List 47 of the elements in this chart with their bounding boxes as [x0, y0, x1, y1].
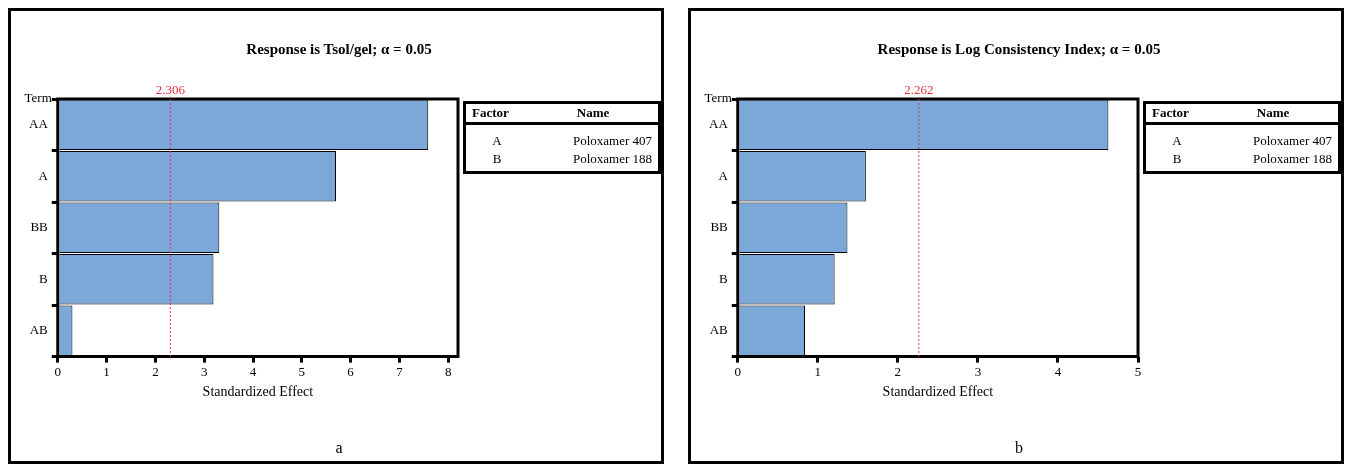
y-tick-label: BB [710, 219, 729, 235]
text: B [491, 150, 503, 168]
text: Name [1255, 104, 1291, 122]
text: Name [575, 104, 611, 122]
x-tick-label: 7 [396, 363, 404, 379]
ref-line-label: 2.262 [904, 81, 934, 97]
x-axis-title: Standardized Effect [882, 384, 994, 400]
x-tick-label: 4 [1054, 363, 1062, 379]
y-tick-label: AB [709, 322, 729, 338]
text: Poloxamer 407 [1251, 132, 1333, 150]
text: A [1171, 132, 1183, 150]
x-tick-label: 0 [54, 363, 62, 379]
x-tick-label: 4 [249, 363, 257, 379]
chart-title: Response is Tsol/gel; α = 0.05 [245, 41, 433, 58]
x-tick-label: 3 [200, 363, 208, 379]
y-tick-label: B [719, 270, 729, 286]
x-tick-label: 6 [347, 363, 355, 379]
x-tick-label: 8 [444, 363, 452, 379]
y-axis-title: Term [24, 89, 52, 105]
text: Poloxamer 407 [571, 132, 653, 150]
x-tick-label: 2 [152, 363, 159, 379]
chart-title: Response is Log Consistency Index; α = 0.05 [876, 41, 1162, 58]
x-tick-label: 5 [1134, 363, 1142, 379]
text: Factor [471, 104, 510, 122]
text: A [491, 132, 503, 150]
x-tick-label: 0 [734, 363, 742, 379]
y-tick-label: AA [709, 116, 729, 132]
y-tick-label: AA [29, 116, 49, 132]
text: Poloxamer 188 [571, 150, 653, 168]
text: b [1014, 439, 1024, 457]
x-tick-label: 5 [298, 363, 306, 379]
y-tick-label: B [39, 270, 49, 286]
text: B [1171, 150, 1183, 168]
x-tick-label: 1 [814, 363, 822, 379]
text: Factor [1151, 104, 1190, 122]
x-tick-label: 1 [103, 363, 110, 379]
text: a [334, 439, 344, 457]
x-axis-title: Standardized Effect [202, 384, 314, 400]
y-tick-label: AB [29, 322, 49, 338]
text: Poloxamer 188 [1251, 150, 1333, 168]
y-tick-label: BB [30, 219, 49, 235]
y-tick-label: A [38, 167, 49, 183]
y-axis-title: Term [704, 89, 732, 105]
x-tick-label: 3 [974, 363, 982, 379]
ref-line-label: 2.306 [155, 81, 186, 97]
x-tick-label: 2 [894, 363, 902, 379]
y-tick-label: A [718, 167, 729, 183]
